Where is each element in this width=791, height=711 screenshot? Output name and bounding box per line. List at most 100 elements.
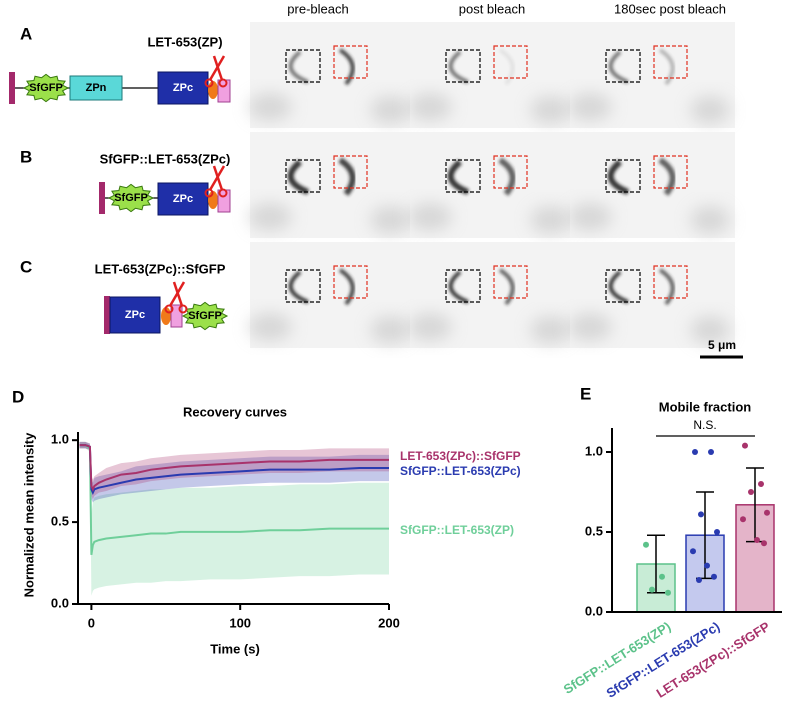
panel-label: D: [12, 387, 24, 406]
confidence-band: [79, 441, 389, 596]
roi-box: [285, 159, 321, 193]
roi-box: [605, 49, 641, 83]
scale-bar-label: 5 μm: [708, 338, 736, 352]
chart-title: Recovery curves: [183, 404, 287, 419]
background-signal: [568, 203, 612, 231]
confidence-band: [79, 441, 389, 500]
data-point: [754, 537, 760, 543]
cell-signal: [338, 268, 355, 306]
x-tick-label: 100: [229, 615, 251, 630]
data-point: [690, 548, 696, 555]
scissors: [204, 165, 228, 198]
background-signal: [568, 313, 612, 341]
scissors-handle: [204, 78, 214, 88]
cell-signal: [608, 50, 629, 84]
cell-signal: [498, 268, 515, 306]
domain-label: SfGFP: [114, 192, 148, 204]
bleach-roi-box: [493, 155, 528, 189]
construct-name: LET-653(ZP): [147, 34, 222, 49]
membrane-anchor: [104, 296, 110, 334]
microscopy-grid: [248, 22, 735, 348]
scissors-blade: [212, 165, 224, 191]
bleach-roi-box: [653, 155, 688, 189]
data-point: [714, 529, 720, 535]
scissors-blade: [212, 55, 224, 81]
bleach-roi-box: [653, 265, 688, 299]
background-signal: [370, 316, 410, 344]
membrane-anchor: [99, 182, 105, 214]
background-signal: [408, 313, 452, 341]
bleach-roi-box: [653, 45, 688, 79]
data-point: [740, 516, 746, 523]
bleach-roi-box: [493, 265, 528, 299]
panel-label: B: [20, 147, 32, 166]
cell-signal: [448, 270, 469, 304]
domain-label: ZPc: [173, 82, 193, 94]
roi-box: [605, 269, 641, 303]
data-point: [764, 509, 770, 516]
scissors-handle: [178, 304, 188, 314]
sfgfp-shape: [181, 301, 229, 331]
scissors-handle: [218, 78, 228, 88]
cell-signal: [288, 50, 309, 84]
domain-label: SfGFP: [188, 310, 222, 322]
data-point: [708, 449, 714, 455]
background-signal: [530, 206, 570, 234]
membrane-anchor: [9, 72, 15, 104]
cell-signal: [608, 270, 629, 304]
x-axis-label: Time (s): [210, 641, 260, 656]
panel-label: C: [20, 257, 32, 276]
sfgfp-shape: [107, 183, 155, 213]
cell-signal: [658, 48, 675, 86]
chart-title: Mobile fraction: [659, 399, 752, 414]
recovery-line: [79, 444, 389, 556]
construct-name: LET-653(ZPc)::SfGFP: [95, 261, 226, 276]
roi-box: [605, 159, 641, 193]
column-header: pre-bleach: [287, 1, 348, 16]
background-signal: [690, 206, 730, 234]
recovery-line: [79, 444, 389, 492]
bleach-roi-box: [333, 155, 368, 189]
roi-box: [445, 269, 481, 303]
cell-signal: [658, 157, 676, 196]
data-point: [665, 589, 671, 596]
cell-signal: [288, 270, 309, 304]
background-signal: [370, 206, 410, 234]
background-signal: [248, 203, 292, 231]
domain-label: SfGFP: [29, 82, 63, 94]
background-signal: [248, 93, 292, 121]
data-point: [698, 511, 704, 518]
background-signal: [408, 203, 452, 231]
y-tick-label: 0.0: [585, 603, 603, 618]
bleach-roi-box: [333, 45, 368, 79]
background-signal: [248, 313, 292, 341]
cell-signal: [498, 48, 515, 86]
data-point: [748, 489, 754, 495]
legend-label: SfGFP::LET-653(ZPc): [400, 464, 521, 478]
background-signal: [408, 93, 452, 121]
y-axis-label: Normalized mean intensity: [21, 432, 36, 597]
domain-label: ZPn: [86, 82, 107, 94]
roi-box: [445, 49, 481, 83]
legend-label: LET-653(ZPc)::SfGFP: [400, 449, 521, 463]
scissors-handle: [204, 188, 214, 198]
x-tick-label: 200: [378, 615, 400, 630]
legend-label: SfGFP::LET-653(ZP): [400, 523, 514, 537]
scissors-handle: [218, 188, 228, 198]
scissors: [164, 281, 188, 314]
background-signal: [690, 96, 730, 124]
y-tick-label: 0.5: [585, 523, 603, 538]
cell-signal: [447, 159, 470, 195]
zpc-box: [157, 182, 209, 216]
data-point: [704, 562, 710, 569]
background-signal: [370, 96, 410, 124]
zpn-box: [69, 75, 123, 101]
domain-label: ZPc: [173, 193, 193, 205]
y-tick-label: 1.0: [51, 432, 69, 447]
background-signal: [530, 96, 570, 124]
zpc-box: [157, 71, 209, 105]
panel-label: E: [580, 384, 591, 403]
data-point: [761, 540, 767, 547]
data-point: [643, 541, 649, 548]
